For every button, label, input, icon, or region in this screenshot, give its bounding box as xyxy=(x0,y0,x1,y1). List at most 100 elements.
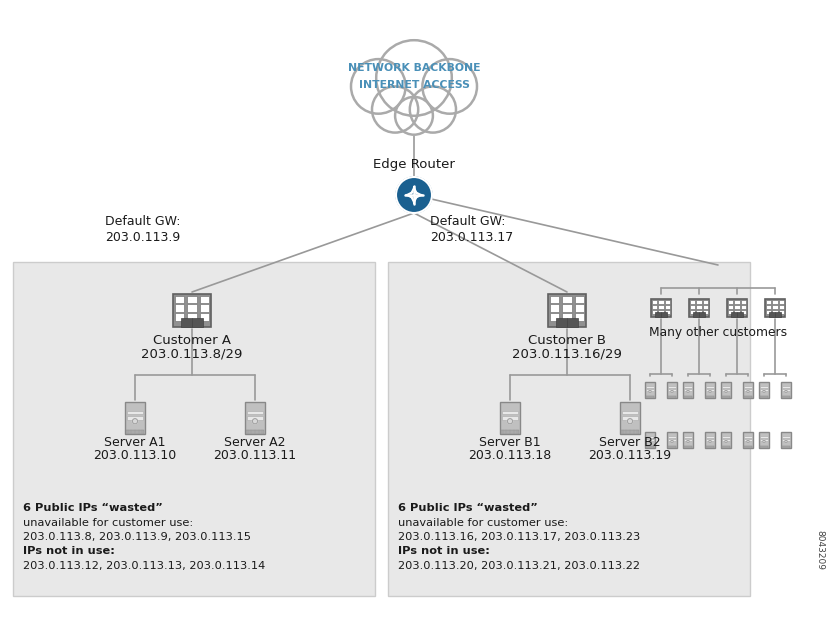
FancyBboxPatch shape xyxy=(768,312,774,317)
FancyBboxPatch shape xyxy=(720,432,730,448)
FancyBboxPatch shape xyxy=(743,446,752,448)
Text: 203.0.113.16/29: 203.0.113.16/29 xyxy=(511,348,621,361)
FancyBboxPatch shape xyxy=(388,262,749,596)
Circle shape xyxy=(423,60,476,113)
FancyBboxPatch shape xyxy=(734,309,739,314)
Circle shape xyxy=(351,59,405,113)
FancyBboxPatch shape xyxy=(758,396,767,398)
FancyBboxPatch shape xyxy=(689,305,694,309)
FancyBboxPatch shape xyxy=(199,313,209,321)
FancyBboxPatch shape xyxy=(651,301,656,304)
Circle shape xyxy=(371,86,418,132)
FancyBboxPatch shape xyxy=(682,382,692,398)
FancyBboxPatch shape xyxy=(702,301,707,304)
FancyBboxPatch shape xyxy=(772,305,777,309)
FancyBboxPatch shape xyxy=(778,309,783,314)
FancyBboxPatch shape xyxy=(781,386,789,388)
FancyBboxPatch shape xyxy=(127,411,143,415)
Circle shape xyxy=(377,42,450,115)
FancyBboxPatch shape xyxy=(696,301,700,304)
FancyBboxPatch shape xyxy=(721,437,729,438)
FancyBboxPatch shape xyxy=(667,439,676,441)
FancyBboxPatch shape xyxy=(246,416,263,420)
Circle shape xyxy=(762,440,764,443)
Circle shape xyxy=(394,97,433,135)
Text: 6 Public IPs “wasted”: 6 Public IPs “wasted” xyxy=(398,503,537,513)
FancyBboxPatch shape xyxy=(765,301,770,304)
FancyBboxPatch shape xyxy=(774,312,780,317)
FancyBboxPatch shape xyxy=(199,304,209,312)
FancyBboxPatch shape xyxy=(721,439,729,441)
FancyBboxPatch shape xyxy=(730,312,736,317)
Text: 203.0.113.17: 203.0.113.17 xyxy=(429,231,513,244)
FancyBboxPatch shape xyxy=(727,301,732,304)
FancyBboxPatch shape xyxy=(500,402,519,434)
FancyBboxPatch shape xyxy=(743,386,751,388)
Circle shape xyxy=(708,391,710,393)
FancyBboxPatch shape xyxy=(174,304,184,312)
FancyBboxPatch shape xyxy=(736,312,742,317)
FancyBboxPatch shape xyxy=(772,309,777,314)
FancyBboxPatch shape xyxy=(664,309,669,314)
FancyBboxPatch shape xyxy=(187,304,197,312)
FancyBboxPatch shape xyxy=(743,439,751,441)
FancyBboxPatch shape xyxy=(742,432,752,448)
FancyBboxPatch shape xyxy=(667,382,676,398)
FancyBboxPatch shape xyxy=(727,305,732,309)
FancyBboxPatch shape xyxy=(780,382,790,398)
FancyBboxPatch shape xyxy=(704,432,715,448)
FancyBboxPatch shape xyxy=(657,305,662,309)
FancyBboxPatch shape xyxy=(547,294,586,327)
FancyBboxPatch shape xyxy=(759,389,767,391)
FancyBboxPatch shape xyxy=(650,299,670,317)
FancyBboxPatch shape xyxy=(645,437,653,438)
FancyBboxPatch shape xyxy=(740,309,745,314)
Text: 203.0.113.11: 203.0.113.11 xyxy=(213,449,296,462)
FancyBboxPatch shape xyxy=(566,318,577,327)
Text: IPs not in use:: IPs not in use: xyxy=(398,546,490,556)
Circle shape xyxy=(351,60,404,113)
Circle shape xyxy=(372,87,417,132)
FancyBboxPatch shape xyxy=(781,437,789,438)
Text: Server A2: Server A2 xyxy=(224,436,285,449)
FancyBboxPatch shape xyxy=(734,301,739,304)
FancyBboxPatch shape xyxy=(127,416,143,420)
FancyBboxPatch shape xyxy=(759,386,767,388)
FancyBboxPatch shape xyxy=(743,437,751,438)
FancyBboxPatch shape xyxy=(192,318,203,327)
FancyBboxPatch shape xyxy=(645,389,653,391)
FancyBboxPatch shape xyxy=(173,294,211,327)
FancyBboxPatch shape xyxy=(742,382,752,398)
FancyBboxPatch shape xyxy=(549,313,559,321)
FancyBboxPatch shape xyxy=(720,446,729,448)
FancyBboxPatch shape xyxy=(549,304,559,312)
Text: Customer A: Customer A xyxy=(153,334,231,347)
Circle shape xyxy=(708,440,710,443)
Text: 203.0.113.19: 203.0.113.19 xyxy=(588,449,671,462)
FancyBboxPatch shape xyxy=(778,305,783,309)
Text: 203.0.113.10: 203.0.113.10 xyxy=(93,449,176,462)
FancyBboxPatch shape xyxy=(664,301,669,304)
FancyBboxPatch shape xyxy=(705,437,714,438)
FancyBboxPatch shape xyxy=(13,262,375,596)
FancyBboxPatch shape xyxy=(682,432,692,448)
Circle shape xyxy=(686,391,688,393)
FancyBboxPatch shape xyxy=(743,396,752,398)
FancyBboxPatch shape xyxy=(705,386,714,388)
Circle shape xyxy=(724,391,726,393)
Circle shape xyxy=(132,419,137,424)
Circle shape xyxy=(670,391,672,393)
FancyBboxPatch shape xyxy=(555,318,566,327)
FancyBboxPatch shape xyxy=(683,396,691,398)
FancyBboxPatch shape xyxy=(645,386,653,388)
FancyBboxPatch shape xyxy=(245,402,265,434)
Text: 203.0.113.12, 203.0.113.13, 203.0.113.14: 203.0.113.12, 203.0.113.13, 203.0.113.14 xyxy=(23,561,265,571)
FancyBboxPatch shape xyxy=(781,389,789,391)
FancyBboxPatch shape xyxy=(562,295,571,303)
FancyBboxPatch shape xyxy=(574,304,584,312)
FancyBboxPatch shape xyxy=(246,411,263,415)
FancyBboxPatch shape xyxy=(187,295,197,303)
FancyBboxPatch shape xyxy=(667,396,676,398)
FancyBboxPatch shape xyxy=(621,416,638,420)
FancyBboxPatch shape xyxy=(683,439,691,441)
